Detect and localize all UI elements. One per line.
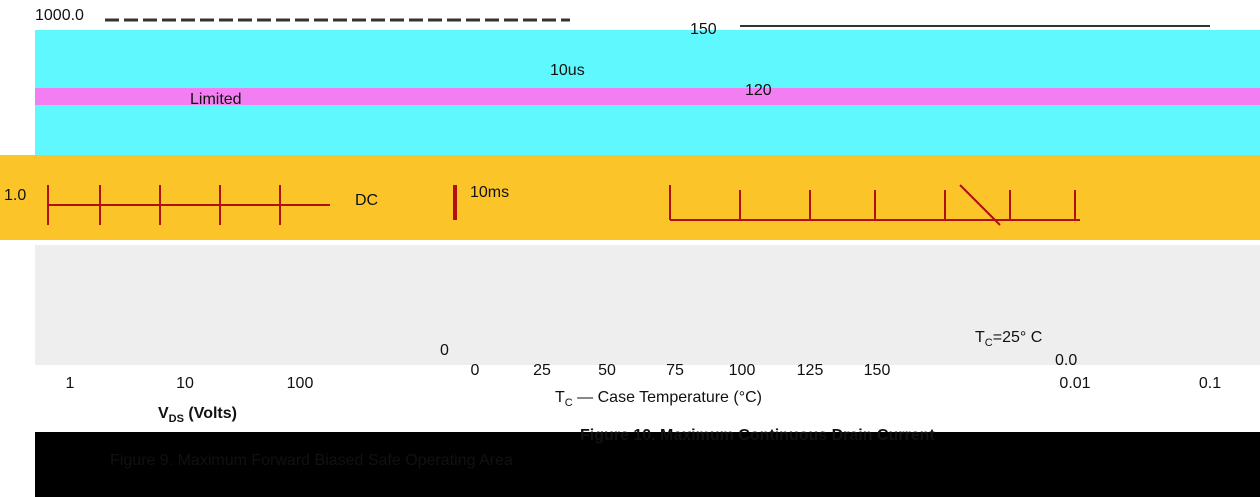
x-tick-label: 25 bbox=[533, 362, 551, 379]
x-tick-label: 0.01 bbox=[1059, 375, 1090, 392]
x-tick-label: 75 bbox=[666, 362, 684, 379]
x-tick-label: 10 bbox=[176, 375, 194, 392]
y-tick-label: 120 bbox=[745, 82, 772, 99]
y-tick-label: 0 bbox=[440, 342, 449, 359]
band bbox=[35, 30, 1260, 88]
x-tick-label: 0.1 bbox=[1199, 375, 1221, 392]
screenshot: 1000.0 1.0 10us Limited DC 10ms VDS (Vol… bbox=[0, 0, 1260, 497]
band bbox=[0, 155, 1260, 240]
annotation: 10us bbox=[550, 62, 585, 79]
x-tick-label: 100 bbox=[287, 375, 314, 392]
annotation: DC bbox=[355, 192, 378, 209]
y-tick-label: 0.0 bbox=[1055, 352, 1077, 369]
y-tick-label: 1000.0 bbox=[35, 7, 84, 24]
x-tick-label: 125 bbox=[797, 362, 824, 379]
x-tick-label: 50 bbox=[598, 362, 616, 379]
x-tick-label: 0 bbox=[471, 362, 480, 379]
annotation: 10ms bbox=[470, 184, 509, 201]
band bbox=[35, 105, 1260, 155]
y-tick-label: 1.0 bbox=[4, 187, 26, 204]
x-tick-label: 150 bbox=[864, 362, 891, 379]
noise bbox=[35, 245, 1260, 365]
x-tick-label: 100 bbox=[729, 362, 756, 379]
x-tick-label: 1 bbox=[66, 375, 75, 392]
caption: Figure 10. Maximum Continuous Drain Curr… bbox=[580, 427, 935, 444]
annotation: Limited bbox=[190, 91, 242, 108]
caption: Figure 9. Maximum Forward Biased Safe Op… bbox=[110, 452, 513, 469]
y-tick-label: 150 bbox=[690, 21, 717, 38]
